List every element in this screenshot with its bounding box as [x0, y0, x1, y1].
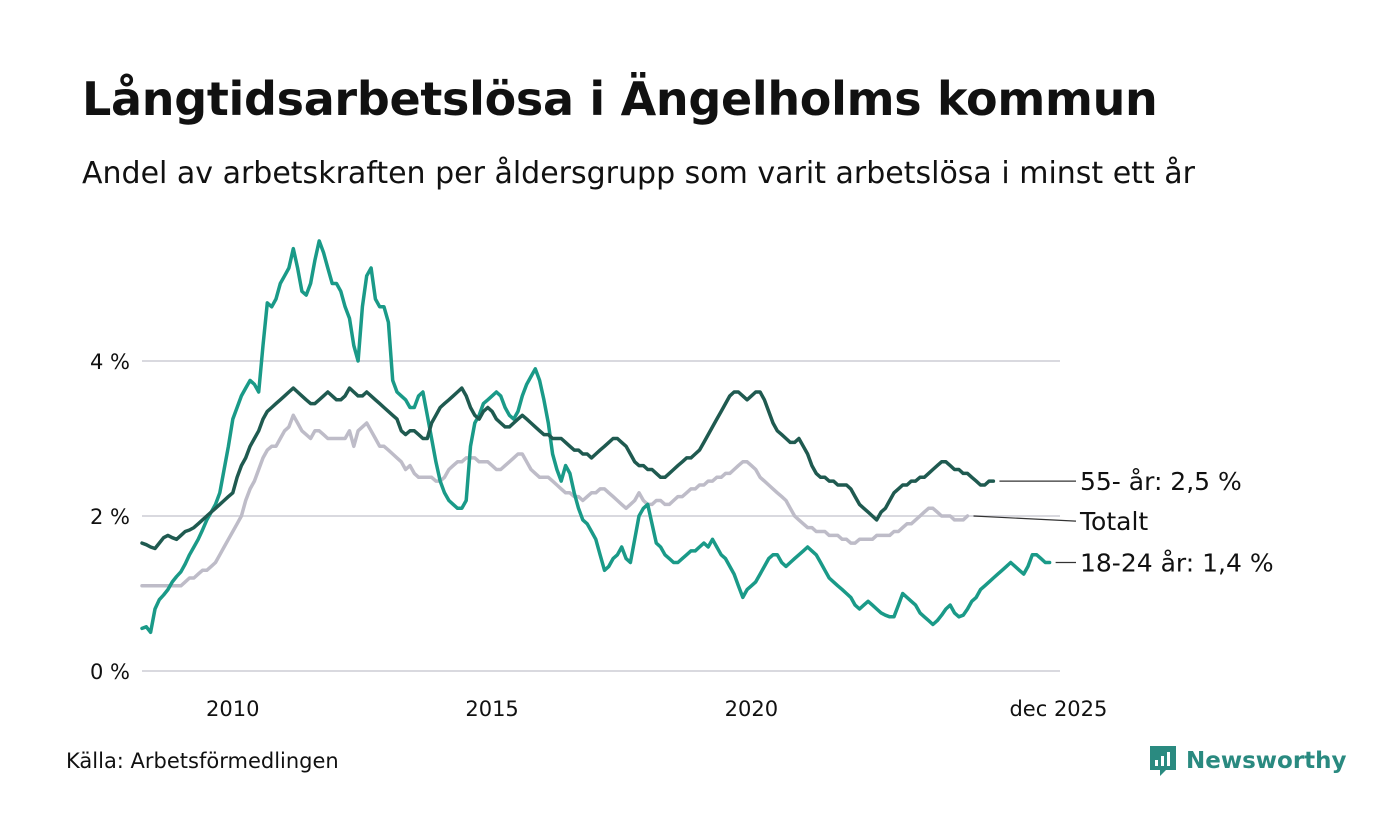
- x-tick-label: 2020: [725, 697, 778, 721]
- series-end-label: Totalt: [1079, 507, 1148, 536]
- y-tick-label: 2 %: [90, 505, 130, 529]
- brand-name: Newsworthy: [1186, 748, 1347, 774]
- axis-labels: 0 % 2 % 4 % 2010 2015 2020 dec 2025: [90, 350, 1107, 721]
- series-labels: 55- år: 2,5 % Totalt 18-24 år: 1,4 %: [973, 467, 1274, 578]
- x-tick-label: 2010: [206, 697, 259, 721]
- chart-subtitle: Andel av arbetskraften per åldersgrupp s…: [82, 156, 1195, 191]
- newsworthy-logo[interactable]: Newsworthy: [1148, 744, 1347, 778]
- x-tick-label: dec 2025: [1009, 697, 1107, 721]
- series-line-55-r: [140, 386, 996, 551]
- series-end-label: 55- år: 2,5 %: [1080, 467, 1242, 496]
- label-leader-line: [973, 515, 1077, 522]
- series-line-totalt: [140, 413, 970, 588]
- x-tick-label: 2015: [465, 697, 518, 721]
- y-tick-label: 0 %: [90, 660, 130, 684]
- series-line-18-24-r: [140, 239, 1052, 635]
- newsworthy-logo-icon: [1150, 746, 1176, 776]
- source-note: Källa: Arbetsförmedlingen: [66, 749, 339, 773]
- chart-title: Långtidsarbetslösa i Ängelholms kommun: [82, 72, 1158, 126]
- grid-lines: [142, 360, 1060, 672]
- series-end-label: 18-24 år: 1,4 %: [1080, 549, 1274, 578]
- series-lines: [140, 239, 1052, 635]
- y-tick-label: 4 %: [90, 350, 130, 374]
